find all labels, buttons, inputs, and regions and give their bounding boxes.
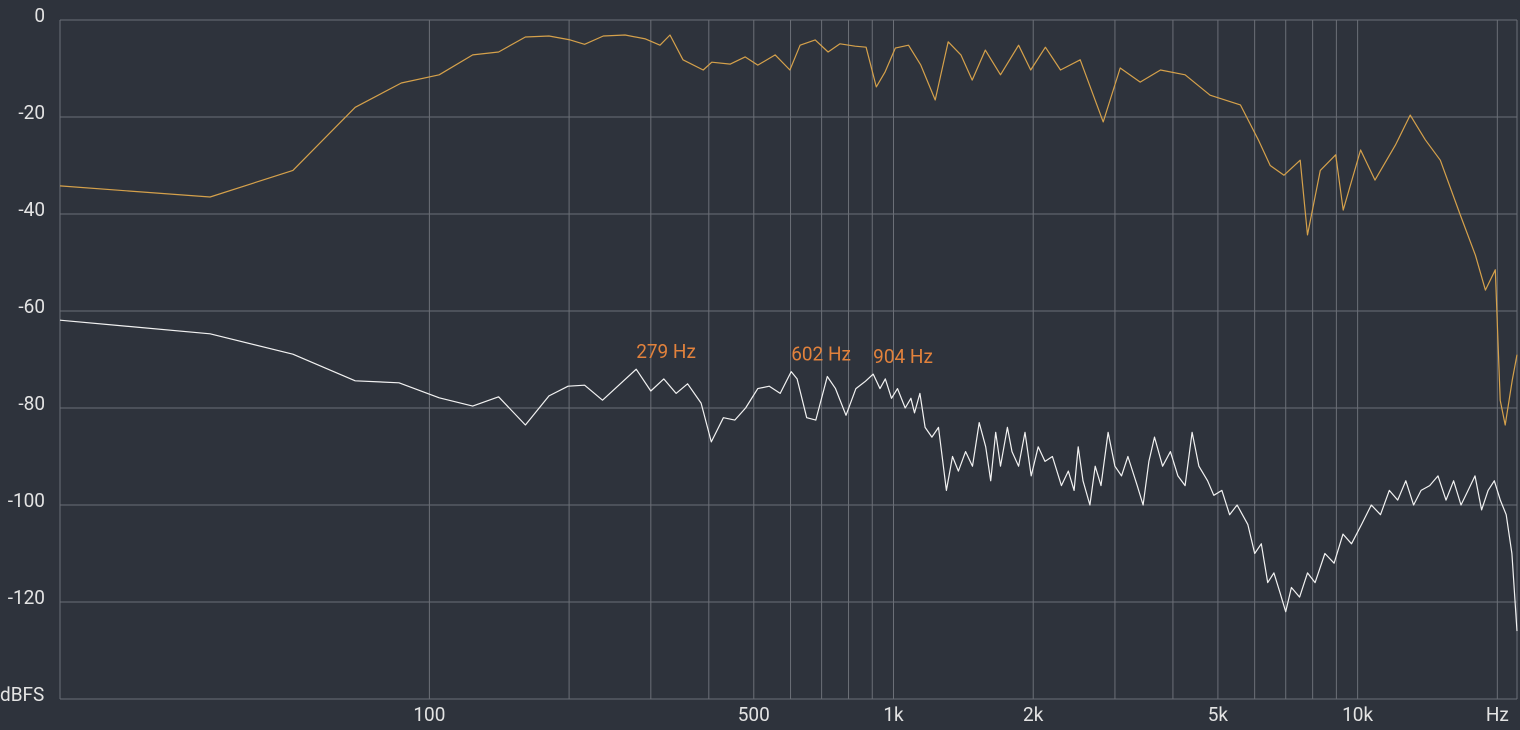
y-tick-label: -20 [18,101,45,124]
x-tick-label: 100 [413,703,445,726]
x-tick-label: 1k [883,703,904,726]
y-tick-label: -120 [8,586,45,609]
y-tick-label: 0 [34,4,45,27]
x-tick-label: 5k [1208,703,1229,726]
y-tick-label: -100 [8,489,45,512]
x-tick-label: 500 [738,703,770,726]
peak-label: 602 Hz [791,343,851,366]
x-tick-label: 10k [1342,703,1373,726]
x-tick-label: Hz [1486,703,1509,726]
y-tick-label: -80 [18,392,45,415]
y-tick-label: dBFS [0,683,44,706]
peak-label: 279 Hz [636,340,696,363]
y-tick-label: -40 [18,198,45,221]
series-line [59,319,1518,632]
series-line [59,34,1518,426]
x-tick-label: 2k [1023,703,1044,726]
peak-label: 904 Hz [873,345,933,368]
y-tick-label: -60 [18,295,45,318]
